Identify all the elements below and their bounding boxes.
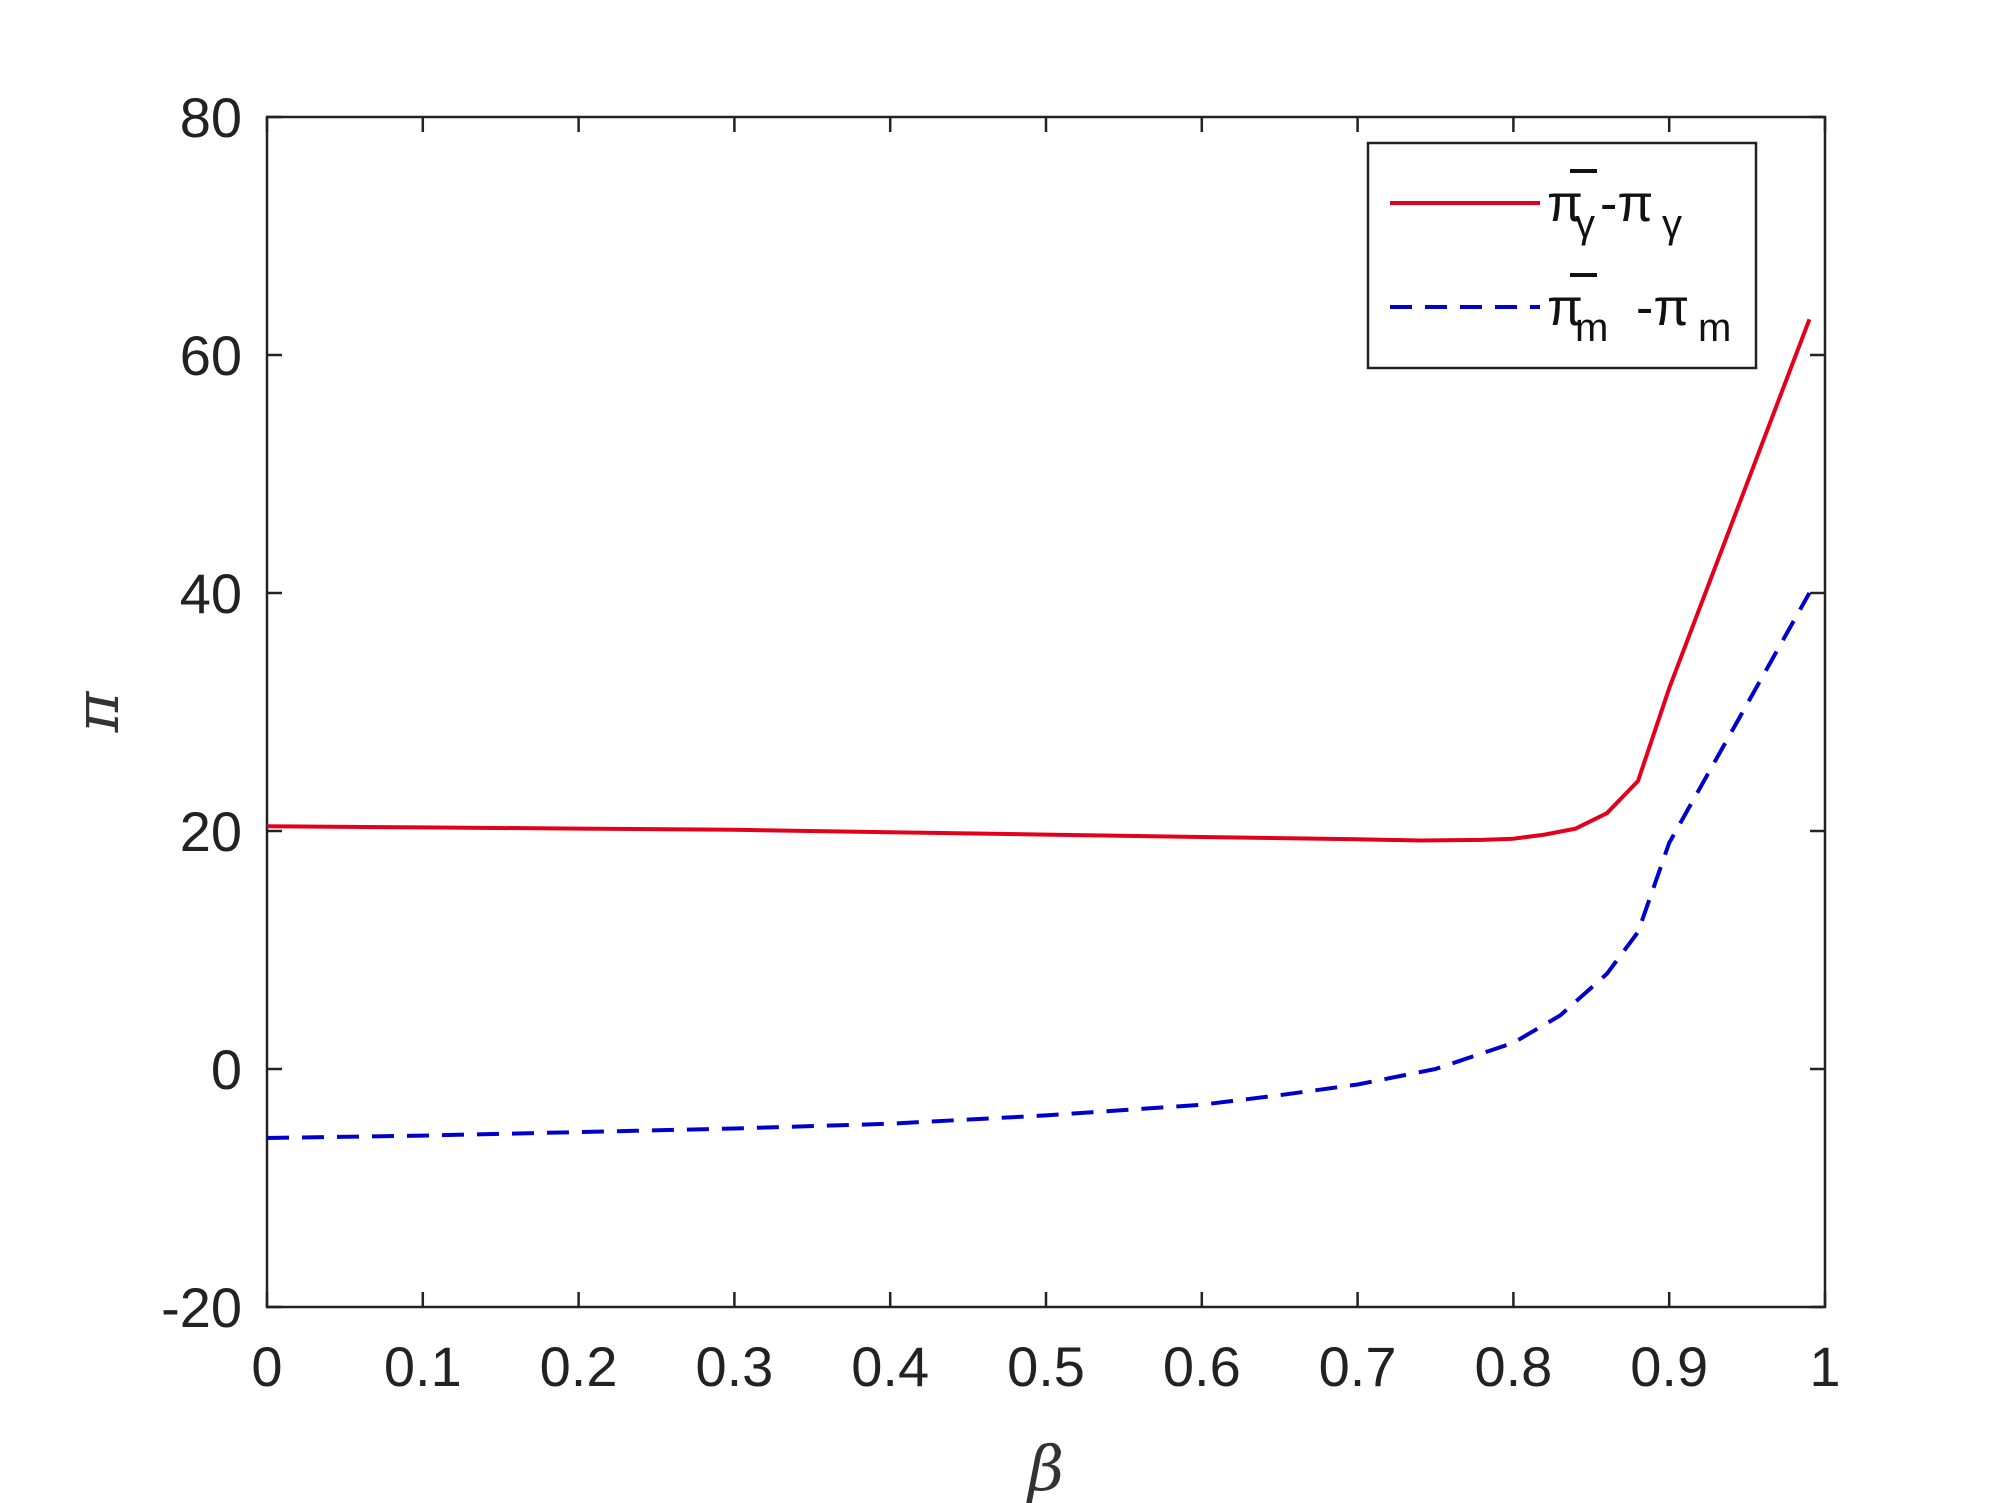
x-tick-label: 0.1 — [384, 1335, 462, 1398]
legend-label-sub: γ — [1575, 202, 1595, 246]
legend-label-main: π — [1547, 279, 1583, 337]
x-axis-label: β — [1026, 1432, 1064, 1503]
axis-ticks — [265, 115, 1827, 1309]
series-line-1 — [266, 592, 1812, 1140]
x-tick-label: 0.6 — [1163, 1335, 1241, 1398]
x-tick-label: 0.8 — [1474, 1335, 1552, 1398]
legend-label-sub: m — [1575, 306, 1608, 350]
legend-label-sub2: m — [1698, 306, 1731, 350]
x-tick-label: 0.2 — [540, 1335, 618, 1398]
x-tick-label: 0.7 — [1319, 1335, 1397, 1398]
y-tick-label: 80 — [180, 86, 242, 149]
y-tick-label: 40 — [180, 562, 242, 625]
legend-label-main: π — [1547, 175, 1583, 233]
x-tick-label: 0.5 — [1007, 1335, 1085, 1398]
tick-labels: 0 0.1 0.2 0.3 0.4 0.5 0.6 0.7 0.8 0.9 1-2002040608… — [161, 86, 1841, 1398]
x-tick-label: 1 — [1809, 1335, 1840, 1398]
legend-label-mid: -π — [1600, 175, 1653, 233]
x-tick-label: 0.9 — [1630, 1335, 1708, 1398]
legend-label-sub2: γ — [1662, 202, 1682, 246]
x-tick-label: 0.4 — [851, 1335, 929, 1398]
legend-label-mid: -π — [1636, 279, 1689, 337]
x-tick-label: 0 — [251, 1335, 282, 1398]
y-tick-label: -20 — [161, 1276, 242, 1339]
series-group — [266, 318, 1812, 1140]
series-line-0 — [266, 318, 1812, 843]
x-tick-label: 0.3 — [695, 1335, 773, 1398]
y-tick-label: 0 — [211, 1038, 242, 1101]
y-tick-label: 20 — [180, 800, 242, 863]
legend-box — [1366, 141, 1758, 370]
legend: πγ -π γπm -π m — [1366, 141, 1758, 370]
y-axis-label: π — [60, 690, 133, 733]
y-tick-label: 60 — [180, 324, 242, 387]
